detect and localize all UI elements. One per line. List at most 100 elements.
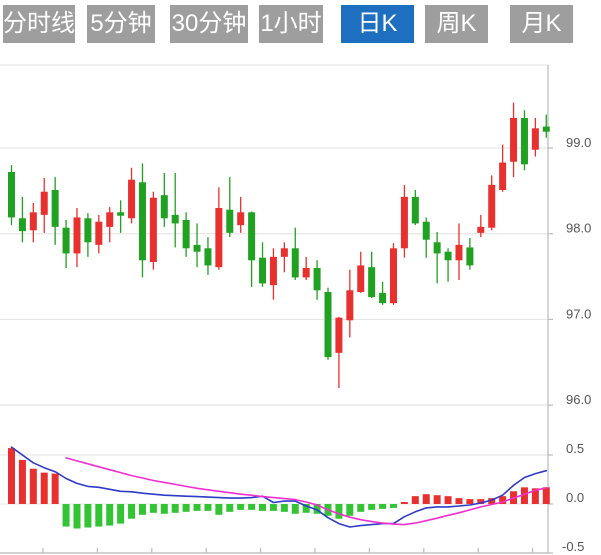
price-axis-label: 98.0 (566, 221, 591, 236)
macd-bar-negative (215, 504, 223, 515)
candle-body-down (368, 267, 376, 298)
candle-body-up (237, 212, 245, 226)
macd-bar-positive (542, 487, 550, 504)
tab-30min[interactable]: 30分钟 (170, 5, 248, 43)
macd-bar-negative (313, 504, 321, 514)
macd-bar-negative (193, 504, 201, 511)
candle-body-up (29, 212, 37, 231)
candle-body-up (510, 118, 518, 162)
candle-body-up (346, 290, 354, 321)
grid-lines (0, 64, 553, 554)
candle-body-up (477, 226, 485, 233)
interval-tabbar: 分时线 5分钟 30分钟 1小时 日K 周K 月K (0, 0, 601, 45)
candle-body-down (117, 212, 125, 216)
macd-bar-positive (8, 448, 15, 504)
macd-bar-negative (379, 504, 387, 509)
indicator-axis-label: 0.5 (566, 441, 584, 456)
macd-bar-negative (204, 504, 212, 511)
tab-1hour[interactable]: 1小时 (259, 5, 323, 43)
candle-body-up (128, 179, 136, 219)
macd-bar-negative (291, 504, 299, 514)
candle-body-down (291, 248, 299, 278)
macd-bar-positive (40, 472, 48, 504)
indicator-axis-label: -0.5 (562, 539, 584, 554)
candle-body-up (499, 162, 507, 190)
macd-bar-negative (62, 504, 70, 527)
candle-body-up (73, 217, 81, 254)
candle-body-down (411, 196, 419, 224)
macd-bar-positive (29, 468, 37, 504)
candle-body-down (62, 227, 70, 254)
candle-body-down (138, 182, 146, 261)
macd-bar-positive (531, 488, 539, 504)
macd-bar-negative (237, 504, 245, 510)
candle-body-up (280, 248, 288, 257)
candle-body-up (357, 265, 365, 292)
macd-bar-negative (182, 504, 190, 512)
macd-bar-positive (455, 498, 463, 504)
tab-monthly-k[interactable]: 月K (510, 5, 573, 43)
macd-bar-negative (160, 504, 168, 514)
candle-body-down (313, 267, 321, 291)
tab-5min[interactable]: 5分钟 (87, 5, 155, 43)
candle-body-down (18, 218, 26, 232)
candle-body-down (182, 219, 190, 249)
tab-timeline[interactable]: 分时线 (3, 5, 75, 43)
candle-body-up (389, 248, 397, 304)
candle-body-up (488, 184, 496, 228)
macd-bar-negative (335, 504, 343, 519)
macd-bar-positive (466, 499, 474, 504)
candle-body-down (51, 189, 59, 227)
macd-bar-positive (433, 495, 441, 504)
macd-bar-positive (18, 459, 26, 504)
candle-body-down (379, 292, 387, 304)
candle-body-up (106, 212, 114, 227)
macd-bar-positive (520, 487, 528, 504)
macd-bar-positive (422, 494, 430, 504)
dea-line (65, 457, 548, 526)
macd-bar-negative (171, 504, 179, 513)
candle-body-up (215, 207, 223, 268)
candle-body-down (8, 171, 15, 218)
macd-bar-negative (138, 504, 146, 515)
indicator-axis-label: 0.0 (566, 490, 584, 505)
candle-body-up (149, 197, 157, 262)
macd-bar-positive (400, 502, 408, 504)
candle-body-down (542, 126, 550, 132)
macd-bar-negative (357, 504, 365, 512)
macd-bar-negative (149, 504, 157, 513)
macd-bar-negative (128, 504, 136, 519)
candle-body-up (302, 267, 310, 278)
candle-body-down (204, 248, 212, 266)
dif-line (10, 446, 548, 528)
macd-bar-negative (248, 504, 256, 510)
price-axis-label: 96.0 (566, 392, 591, 407)
macd-bar-negative (106, 504, 114, 526)
candle-body-down (259, 257, 267, 284)
macd-bar-positive (411, 496, 419, 504)
price-axis-label: 99.0 (566, 135, 591, 150)
candle-body-down (171, 214, 179, 224)
macd-histogram (8, 448, 550, 529)
candle-body-up (40, 191, 48, 215)
candle-body-down (193, 244, 201, 252)
candle-body-up (269, 256, 277, 286)
candle-body-up (531, 128, 539, 150)
macd-bar-negative (84, 504, 92, 528)
price-axis-label: 97.0 (566, 306, 591, 321)
macd-bar-negative (226, 504, 234, 512)
candle-body-down (226, 209, 234, 233)
candle-body-down (466, 247, 474, 266)
tab-weekly-k[interactable]: 周K (425, 5, 488, 43)
candle-body-up (400, 196, 408, 249)
macd-bar-negative (389, 504, 397, 508)
tab-daily-k[interactable]: 日K (341, 5, 414, 43)
candle-body-down (324, 291, 332, 358)
macd-bar-negative (259, 504, 267, 511)
candle-body-down (160, 195, 168, 219)
candlestick-series (8, 102, 550, 388)
macd-bar-positive (477, 499, 485, 504)
macd-bar-negative (73, 504, 81, 529)
candle-body-up (95, 221, 103, 245)
